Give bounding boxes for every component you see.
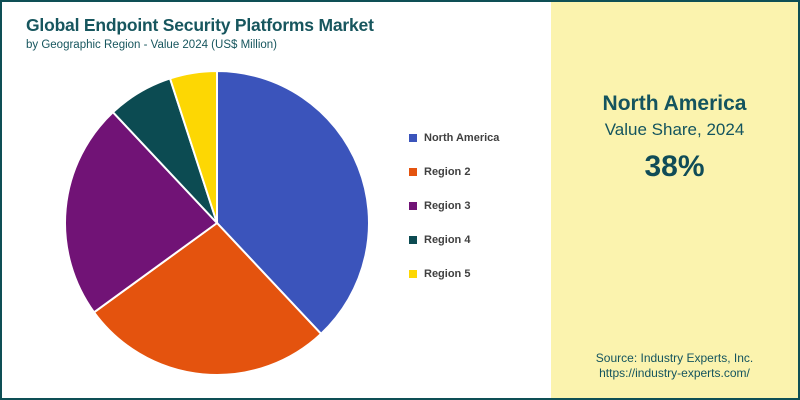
legend-item-region-4: Region 4 [409,233,499,247]
legend-label: Region 3 [424,200,471,212]
legend-swatch [409,202,417,210]
legend-label: Region 5 [424,268,471,280]
chart-subtitle: by Geographic Region - Value 2024 (US$ M… [26,39,278,51]
title-block: Global Endpoint Security Platforms Marke… [26,15,374,51]
legend-swatch [409,168,417,176]
chart-title: Global Endpoint Security Platforms Marke… [26,15,374,35]
legend: North America Region 2 Region 3 Region 4 Reg… [409,131,499,301]
source-note: Source: Industry Experts, Inc. https://i… [551,351,798,382]
highlight-caption: Value Share, 2024 [604,120,745,139]
legend-label: Region 2 [424,166,471,178]
legend-item-region-2: Region 2 [409,165,499,179]
legend-swatch [409,236,417,244]
legend-item-region-5: Region 5 [409,267,499,281]
legend-label: North America [424,132,500,144]
pie-slice-region-2 [92,221,323,376]
legend-label: Region 4 [424,234,471,246]
highlight-region-name: North America [602,92,747,115]
pie-slice-region-3 [64,110,219,314]
legend-swatch [409,134,417,142]
legend-swatch [409,270,417,278]
legend-item-region-3: Region 3 [409,199,499,213]
pie-slice-region-5 [168,69,218,224]
legend-item-north-america: North America [409,131,499,145]
source-line: Source: Industry Experts, Inc. [595,350,754,365]
source-url: https://industry-experts.com/ [599,366,750,381]
pie-chart [64,69,370,376]
highlight-share-value: 38% [644,150,705,183]
highlight-panel: North America Value Share, 2024 38% Sour… [551,2,798,398]
pie-slice-north-america [216,69,370,336]
